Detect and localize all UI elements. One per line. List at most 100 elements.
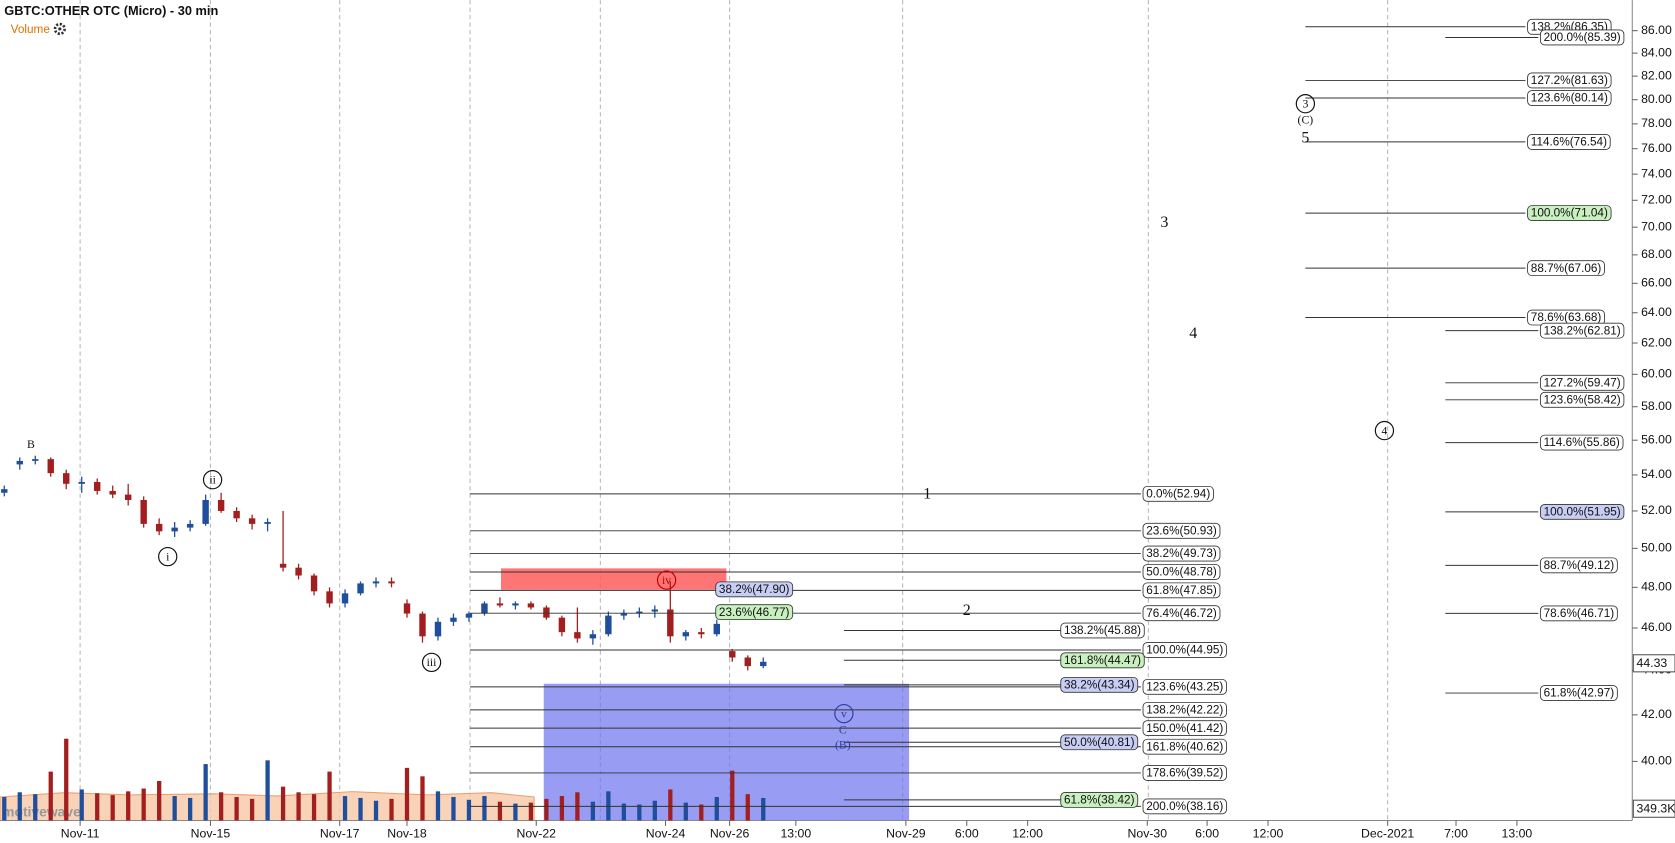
candle-body (171, 527, 178, 532)
volume-bar (513, 803, 518, 821)
candle-body (496, 603, 504, 606)
x-tick-label: Dec-2021 (1361, 827, 1414, 841)
settings-icon[interactable] (53, 22, 66, 36)
wave-label: 2 (963, 602, 971, 619)
volume-bar (234, 796, 239, 821)
x-tick-label: Nov-26 (710, 827, 750, 841)
x-tick-label: 13:00 (780, 827, 811, 841)
volume-bar (188, 797, 193, 821)
y-tick-label: 72.00 (1641, 193, 1672, 207)
wave-circle (1295, 94, 1316, 114)
candle-body (744, 657, 751, 667)
candle-body (372, 581, 380, 584)
volume-bar (637, 804, 642, 821)
y-tick-label: 76.00 (1641, 141, 1672, 155)
fib-label-box (1539, 503, 1625, 520)
y-tick-label: 50.00 (1641, 541, 1672, 555)
volume-bar (420, 776, 425, 821)
volume-bar (683, 802, 688, 821)
fib-label: 138.2%(42.22) (1146, 703, 1223, 716)
fib-label: 88.7%(67.06) (1531, 262, 1602, 275)
volume-bar (48, 771, 53, 821)
fib-label: 200.0%(38.16) (1146, 800, 1223, 813)
candle-body (186, 523, 194, 528)
candle-body (419, 613, 426, 637)
candle-body (465, 613, 473, 618)
fib-label: 123.6%(58.42) (1544, 393, 1621, 406)
fib-label-box (1142, 545, 1221, 562)
fib-label: 100.0%(71.04) (1531, 207, 1608, 220)
y-tick-label: 82.00 (1641, 68, 1672, 82)
fib-label-box (1142, 738, 1227, 755)
fib-label-box (1142, 485, 1214, 502)
candle-body (403, 603, 411, 614)
fib-label: 161.8%(44.47) (1064, 654, 1141, 667)
candle-body (357, 583, 364, 594)
candle-body (310, 575, 318, 592)
candle-body (667, 609, 674, 637)
volume-bar (172, 796, 177, 821)
fib-label-box (1527, 205, 1612, 222)
volume-tag (1632, 799, 1675, 818)
fib-label: 100.0%(51.95) (1544, 506, 1621, 519)
volume-bar (699, 804, 704, 821)
candle-body (481, 603, 488, 614)
fib-label: 0.0%(52.94) (1146, 487, 1210, 500)
last-price-label: 44.33 (1637, 656, 1668, 670)
candle-body (558, 617, 566, 633)
fib-label: 78.6%(63.68) (1531, 311, 1602, 324)
y-tick-label: 54.00 (1641, 467, 1672, 481)
fib-label-box (1142, 564, 1221, 580)
volume-bar (126, 791, 131, 821)
fib-label: 61.8%(47.85) (1146, 584, 1217, 597)
candle-body (527, 603, 535, 608)
wave-label: (C) (1298, 113, 1314, 126)
watermark: motivewave (2, 804, 81, 820)
x-tick-label: 12:00 (1253, 827, 1284, 841)
volume-bar (590, 801, 596, 821)
x-tick-label: 6:00 (1195, 827, 1219, 841)
x-tick-label: Nov-15 (191, 827, 231, 841)
y-tick-label: 48.00 (1641, 580, 1672, 594)
y-tick-label: 60.00 (1641, 367, 1672, 381)
wave-label: 3 (1160, 214, 1168, 231)
volume-bar (296, 792, 301, 821)
x-tick-label: Nov-29 (886, 827, 926, 841)
x-tick-label: 6:00 (955, 827, 979, 841)
candle-body (512, 603, 519, 606)
volume-bar (17, 792, 22, 821)
volume-bar (2, 796, 7, 821)
x-tick-label: Nov-11 (61, 827, 100, 841)
y-tick-label: 74.00 (1641, 166, 1672, 180)
fib-label: 23.6%(46.77) (719, 606, 790, 619)
x-tick-label: Nov-18 (387, 827, 427, 841)
candle-body (326, 591, 333, 604)
candle-body (295, 567, 302, 576)
fib-label: 178.6%(39.52) (1146, 767, 1223, 780)
fib-label: 114.6%(76.54) (1531, 136, 1607, 149)
fib-label-box (1142, 522, 1221, 539)
fib-label-box (1060, 652, 1145, 669)
volume-bar (327, 771, 332, 821)
y-tick-label: 78.00 (1641, 116, 1672, 130)
y-tick-label: 80.00 (1641, 92, 1672, 106)
volume-bar (358, 797, 363, 821)
candle-body (1, 489, 8, 493)
volume-bar (342, 796, 348, 821)
indicator-label[interactable]: Volume (11, 23, 51, 36)
wave-circle (834, 703, 854, 724)
candle-body (32, 459, 39, 461)
volume-bar (404, 767, 410, 821)
y-tick-label: 68.00 (1641, 247, 1672, 261)
fib-label: 61.8%(42.97) (1544, 687, 1615, 700)
x-tick-label: 7:00 (1444, 827, 1468, 841)
volume-bar (730, 770, 735, 821)
fib-label-box (1060, 622, 1145, 639)
volume-bar (64, 738, 69, 821)
volume-bar (482, 796, 487, 821)
y-tick-label: 86.00 (1641, 23, 1672, 37)
fib-label-box (1527, 134, 1611, 150)
volume-bar (249, 798, 255, 821)
volume-bar (668, 789, 673, 821)
